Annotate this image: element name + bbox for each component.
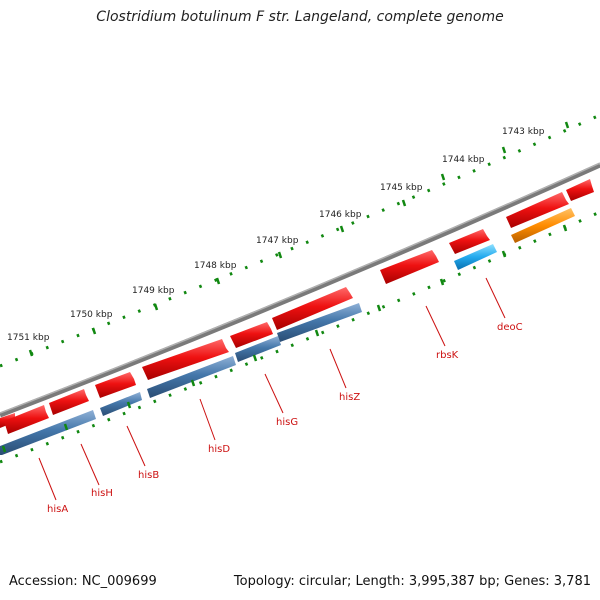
gene-hisB-body <box>100 392 142 416</box>
gene-label-deoC: deoC <box>497 322 523 333</box>
gene-forward-7 <box>272 287 353 330</box>
map-title: Clostridium botulinum F str. Langeland, … <box>96 9 504 25</box>
gene-hisZ-body <box>277 303 362 342</box>
kbp-label-1744: 1744 kbp <box>442 155 485 165</box>
gene-forward-9 <box>449 229 490 254</box>
gene-label-hisZ: hisZ <box>339 392 360 403</box>
gene-forward-3 <box>49 389 89 415</box>
accession-text: Accession: NC_009699 <box>9 574 157 589</box>
gene-label-hisG: hisG <box>276 417 298 428</box>
kbp-label-1747: 1747 kbp <box>256 236 299 246</box>
kbp-label-1745: 1745 kbp <box>380 183 423 193</box>
gene-hisA-body <box>0 410 96 455</box>
kbp-label-1751: 1751 kbp <box>7 333 50 343</box>
gene-deoC-body <box>511 208 575 243</box>
gene-leader-lines <box>38 277 506 501</box>
gene-forward-8 <box>380 250 439 284</box>
gene-hisG-body <box>235 336 281 362</box>
gene-label-hisD: hisD <box>208 444 230 455</box>
gene-rbsK-body <box>454 244 497 270</box>
gene-forward-10 <box>506 192 569 228</box>
reverse-genes <box>0 208 575 455</box>
forward-genes <box>0 179 594 434</box>
outer-major-ticks <box>28 121 570 357</box>
gene-forward-2 <box>4 405 49 434</box>
gene-label-hisB: hisB <box>138 470 159 481</box>
kbp-label-1749: 1749 kbp <box>132 286 175 296</box>
gene-forward-4 <box>95 372 136 398</box>
inner-major-ticks <box>1 224 568 453</box>
inner-tick-ring <box>0 210 600 464</box>
gene-hisD-body <box>147 356 236 398</box>
gene-forward-5 <box>142 339 229 380</box>
gene-label-hisH: hisH <box>91 488 113 499</box>
kbp-label-1750: 1750 kbp <box>70 310 113 320</box>
gene-label-rbsK: rbsK <box>436 350 459 361</box>
gene-label-hisA: hisA <box>47 504 68 515</box>
kbp-label-1743: 1743 kbp <box>502 127 545 137</box>
kbp-label-1746: 1746 kbp <box>319 210 362 220</box>
gene-forward-6 <box>230 322 273 348</box>
genome-summary-text: Topology: circular; Length: 3,995,387 bp… <box>233 574 591 589</box>
genome-backbone <box>0 162 600 418</box>
gene-forward-11 <box>566 179 594 201</box>
kbp-label-1748: 1748 kbp <box>194 261 237 271</box>
backbone-highlight <box>0 162 600 414</box>
